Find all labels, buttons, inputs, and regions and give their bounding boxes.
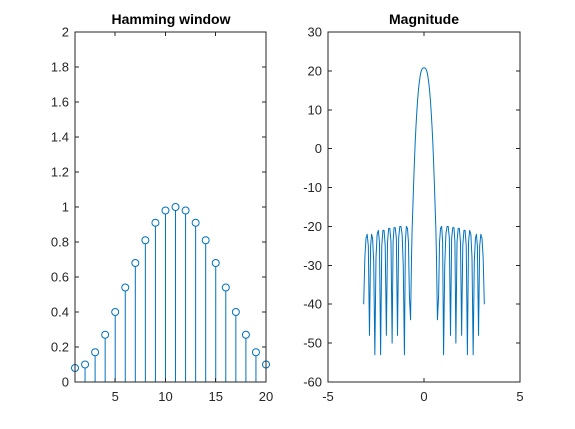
stem-10 <box>161 206 170 382</box>
x-tick-label: 5 <box>112 389 119 404</box>
stem-marker <box>161 206 170 215</box>
stem-5 <box>111 308 120 382</box>
x-tick-label: 5 <box>516 389 523 404</box>
y-tick-label: -40 <box>303 297 322 312</box>
stem-marker <box>251 348 260 357</box>
stem-marker <box>181 206 190 215</box>
stem-marker <box>81 360 90 369</box>
hamming-window-title: Hamming window <box>112 11 231 27</box>
x-tick-label: -5 <box>322 389 334 404</box>
hamming-window-plot: Hamming window 5 10 15 20 0 0.2 0.4 0.6 0.8 1 1.2 1… <box>51 11 273 404</box>
magnitude-title: Magnitude <box>389 11 459 27</box>
y-tick-label: 0.4 <box>51 305 69 320</box>
stem-marker <box>151 218 160 227</box>
stem-7 <box>131 259 140 382</box>
y-tick-label: 20 <box>308 63 322 78</box>
y-tick-label: 1.6 <box>51 95 69 110</box>
magnitude-line-area <box>363 67 485 356</box>
stem-marker <box>221 283 230 292</box>
stem-19 <box>251 348 260 382</box>
stem-marker <box>111 308 120 316</box>
stem-marker <box>211 259 220 267</box>
x-tick-label: 15 <box>209 389 223 404</box>
y-tick-label: 0 <box>62 375 69 390</box>
x-tick-label: 20 <box>259 389 273 404</box>
y-tick-label: 1 <box>62 200 69 215</box>
stem-15 <box>211 259 220 382</box>
y-tick-label: -60 <box>303 375 322 390</box>
stem-12 <box>181 206 190 382</box>
stem-marker <box>191 218 200 227</box>
stem-marker <box>91 348 100 357</box>
y-tick-label: 10 <box>308 102 322 117</box>
y-tick-label: -30 <box>303 258 322 273</box>
stem-marker <box>241 330 250 339</box>
y-tick-label: 1.8 <box>51 60 69 75</box>
stem-17 <box>231 308 240 382</box>
stem-14 <box>201 236 210 382</box>
y-tick-label: 1.4 <box>51 130 69 145</box>
y-tick-label: 0.2 <box>51 340 69 355</box>
x-tick-label: 10 <box>158 389 172 404</box>
stem-3 <box>91 348 100 382</box>
stem-2 <box>81 360 90 382</box>
y-tick-label: 0.8 <box>51 235 69 250</box>
magnitude-line <box>363 67 485 356</box>
stem-marker <box>121 283 130 292</box>
y-tick-label: 0 <box>315 141 322 156</box>
stem-16 <box>221 283 230 382</box>
stem-marker <box>101 330 110 339</box>
y-tick-label: 30 <box>308 25 322 40</box>
stem-marker <box>171 203 180 211</box>
x-tick-label: 0 <box>420 389 427 404</box>
stem-11 <box>171 203 180 382</box>
stem-marker <box>231 308 240 316</box>
stem-18 <box>241 330 250 382</box>
stem-13 <box>191 218 200 382</box>
y-tick-label: -20 <box>303 219 322 234</box>
stem-marker <box>201 236 210 245</box>
hamming-window-ticks: 5 10 15 20 0 0.2 0.4 0.6 0.8 1 1.2 1.4 1.6 1.8 2 <box>51 25 273 405</box>
hamming-window-stems <box>71 203 270 382</box>
stem-marker <box>141 236 150 245</box>
y-tick-label: -10 <box>303 180 322 195</box>
y-tick-label: 1.2 <box>51 165 69 180</box>
y-tick-label: 0.6 <box>51 270 69 285</box>
y-tick-label: 2 <box>62 25 69 40</box>
stem-4 <box>101 330 110 382</box>
stem-8 <box>141 236 150 382</box>
stem-6 <box>121 283 130 382</box>
stem-9 <box>151 218 160 382</box>
stem-marker <box>131 259 140 267</box>
y-tick-label: -50 <box>303 336 322 351</box>
